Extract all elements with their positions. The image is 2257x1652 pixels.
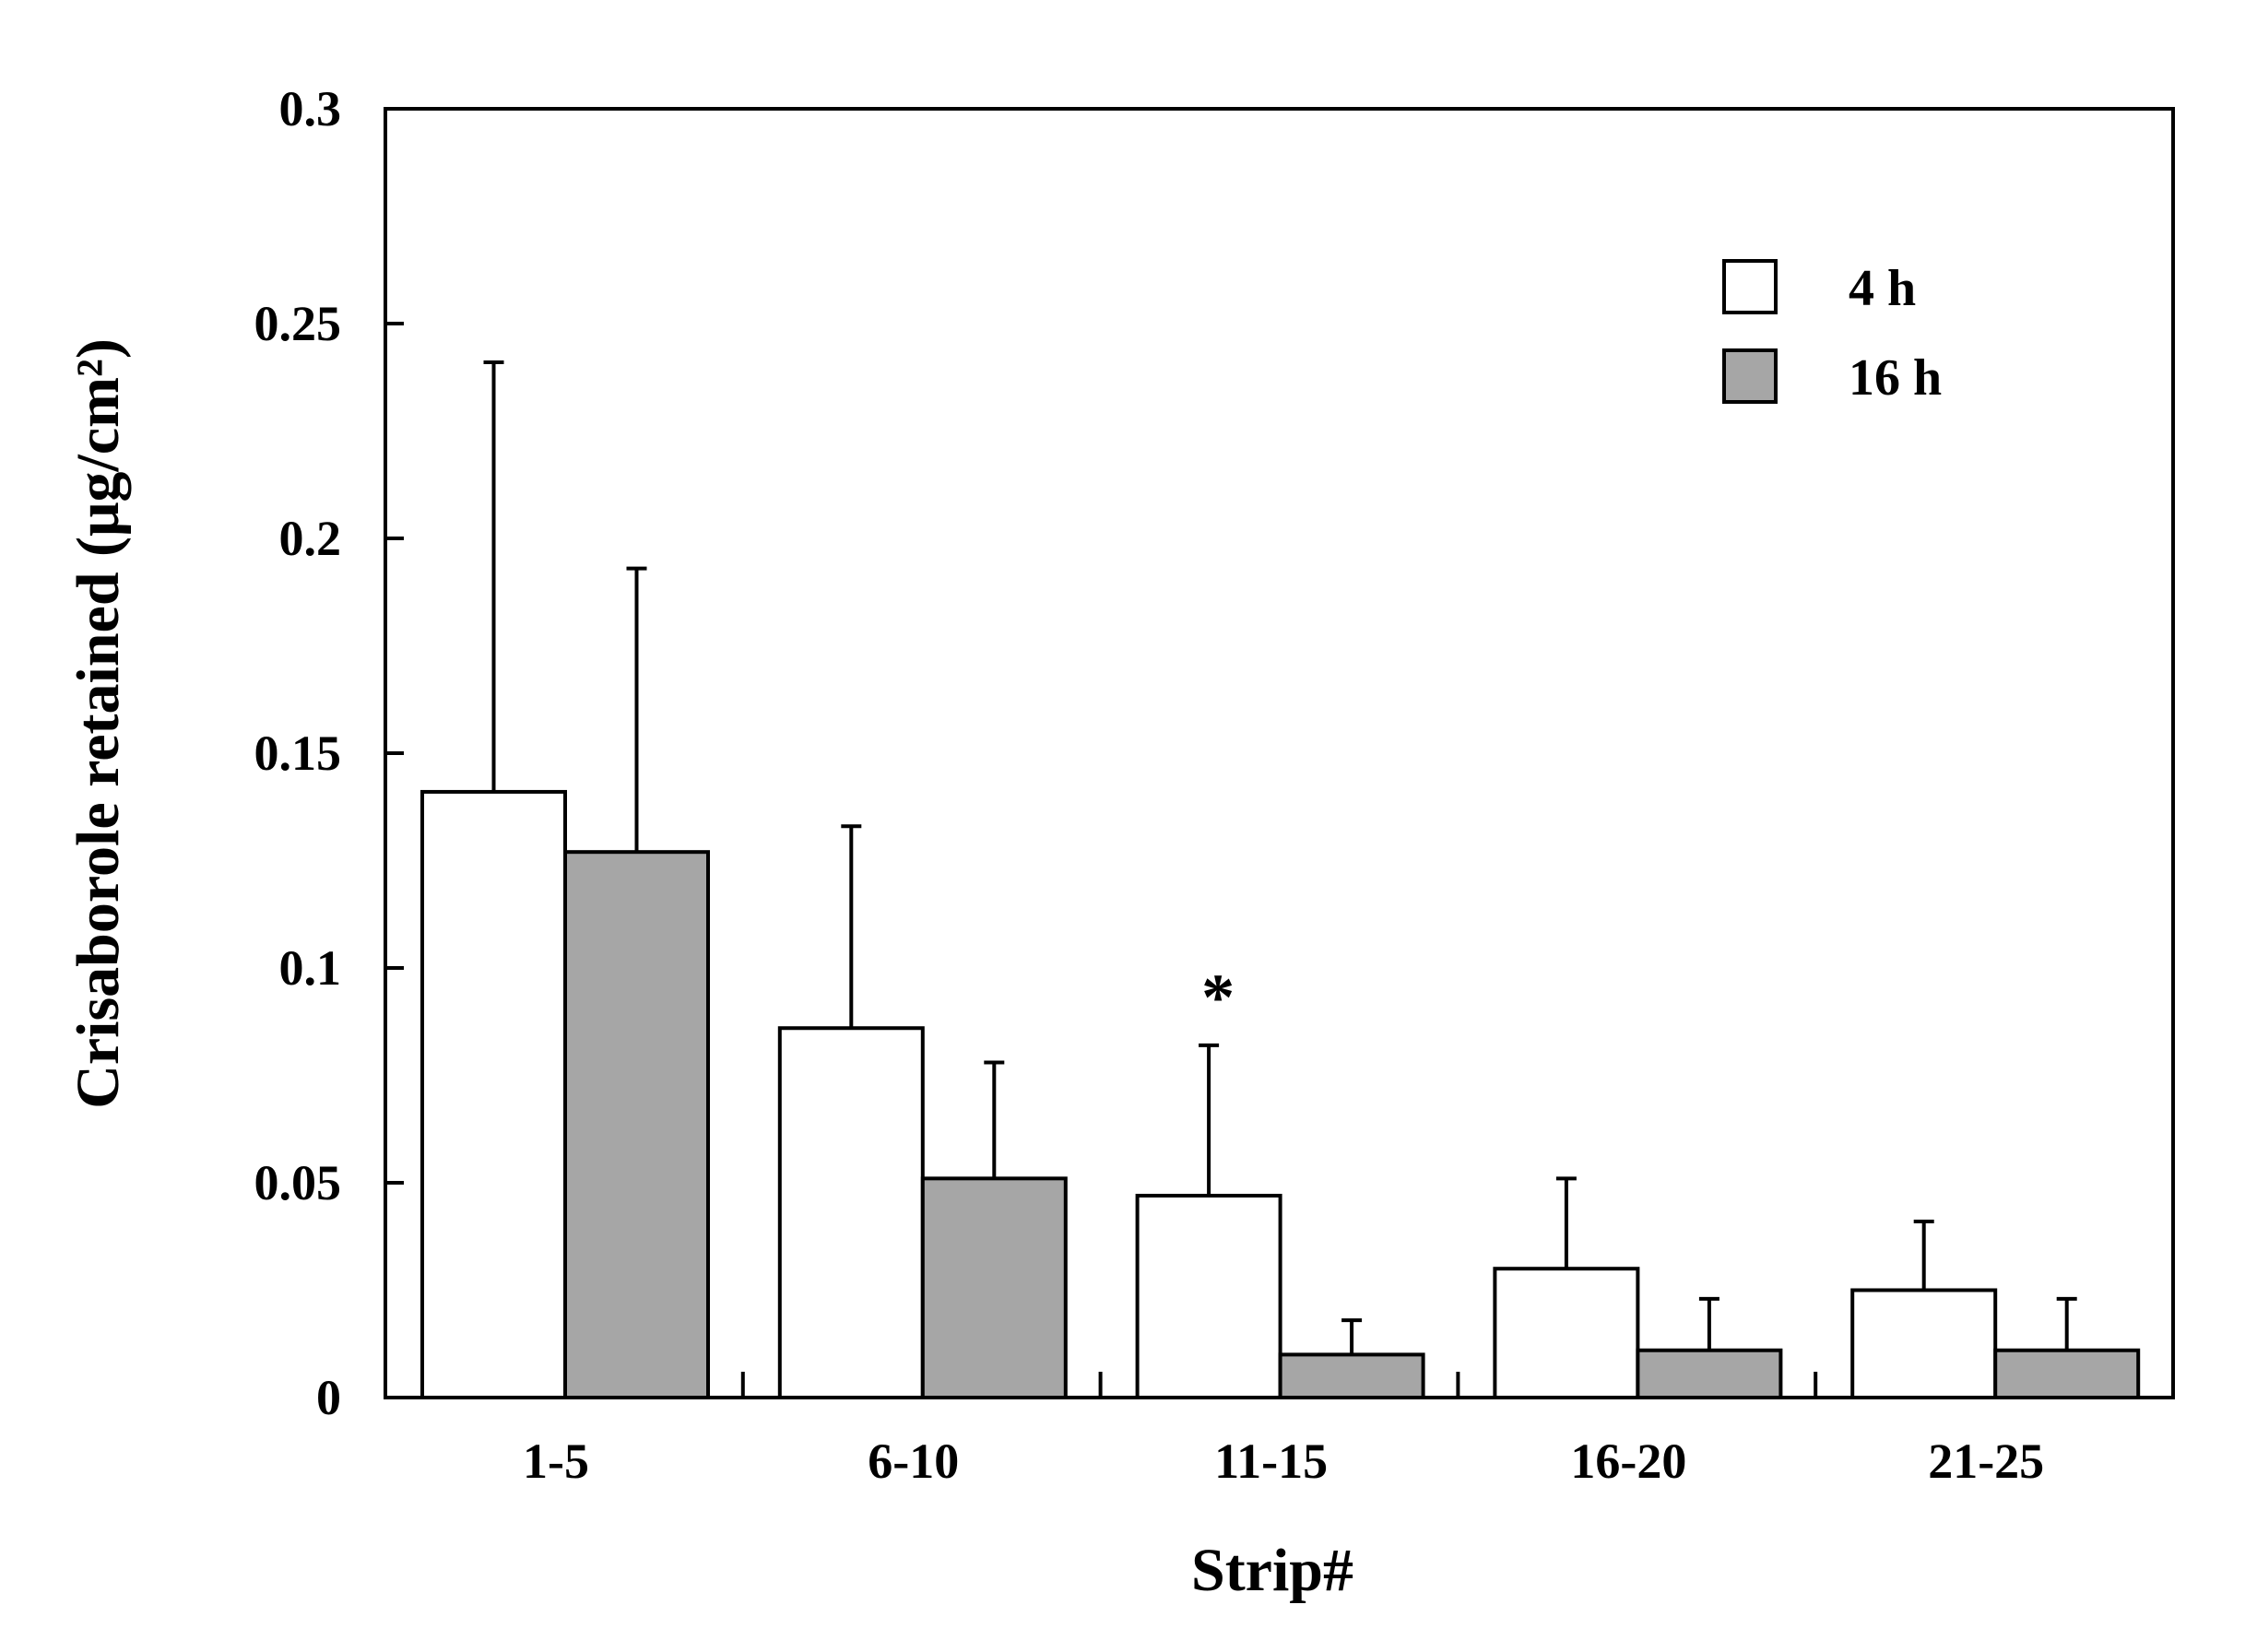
bar-16h-16-20 xyxy=(1636,1348,1783,1399)
x-tick-label: 11-15 xyxy=(1214,1434,1328,1489)
x-axis-title: Strip# xyxy=(1191,1537,1353,1604)
legend: 4 h 16 h xyxy=(1722,259,1942,407)
y-tick-label: 0.25 xyxy=(254,296,342,351)
y-tick-label: 0.05 xyxy=(254,1155,342,1210)
y-tick-labels: 0 0.05 0.1 0.15 0.2 0.25 0.3 xyxy=(254,81,342,1425)
bar-4h-11-15 xyxy=(1135,1193,1282,1399)
x-tick-labels: 1-5 6-10 11-15 16-20 21-25 xyxy=(523,1434,2044,1489)
axes-layer xyxy=(384,107,2175,1399)
bar-4h-21-25 xyxy=(1850,1288,1998,1399)
x-tick-label: 21-25 xyxy=(1928,1434,2044,1489)
annotations-layer: * xyxy=(1201,961,1235,1034)
y-axis-title: Crisaborole retained (μg/cm²) xyxy=(65,338,132,1109)
significance-marker: * xyxy=(1201,961,1235,1034)
error-bars-layer xyxy=(483,360,2077,1355)
bar-16h-11-15 xyxy=(1278,1352,1425,1400)
legend-label: 16 h xyxy=(1849,349,1942,407)
y-tick-label: 0.2 xyxy=(279,511,342,566)
bar-16h-1-5 xyxy=(563,850,710,1399)
bar-16h-6-10 xyxy=(920,1176,1068,1399)
bar-16h-21-25 xyxy=(1993,1348,2141,1399)
legend-swatch xyxy=(1722,259,1778,314)
y-tick-label: 0.15 xyxy=(254,726,342,781)
legend-swatch xyxy=(1722,348,1778,404)
y-tick-label: 0 xyxy=(316,1370,341,1425)
bars-layer xyxy=(420,789,2141,1400)
legend-label: 4 h xyxy=(1849,260,1916,317)
x-tick-label: 6-10 xyxy=(868,1434,959,1489)
bar-4h-6-10 xyxy=(777,1026,925,1399)
bar-4h-16-20 xyxy=(1493,1267,1640,1399)
y-tick-label: 0.1 xyxy=(279,940,342,996)
x-tick-label: 16-20 xyxy=(1570,1434,1686,1489)
bar-4h-1-5 xyxy=(420,789,567,1399)
x-tick-label: 1-5 xyxy=(523,1434,589,1489)
y-tick-label: 0.3 xyxy=(279,81,342,136)
